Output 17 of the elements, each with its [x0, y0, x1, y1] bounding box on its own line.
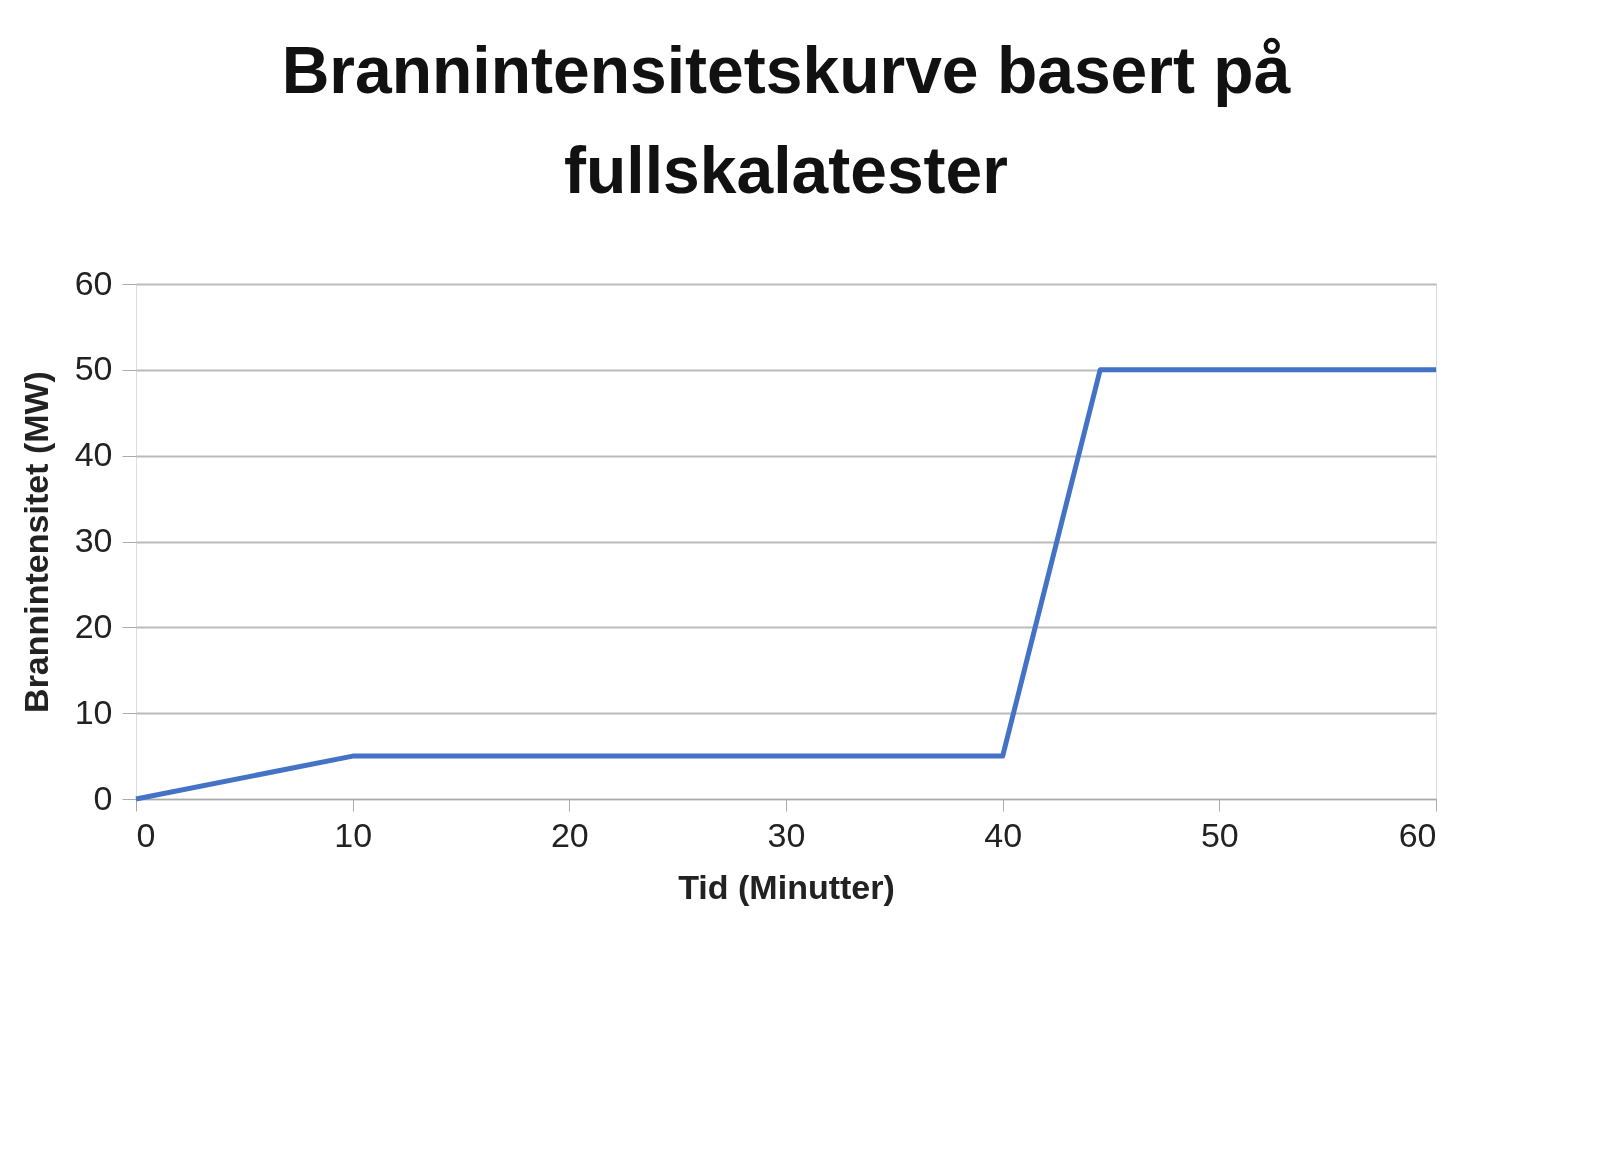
y-tick-label: 40 [74, 435, 113, 474]
chart-title: Brannintensitetskurve basert på fullskalatester [281, 33, 1291, 207]
y-tick-label: 20 [74, 606, 113, 645]
y-tick-label: 10 [74, 692, 113, 731]
x-tick-label: 30 [767, 815, 806, 854]
x-tick-label: 60 [1398, 815, 1437, 854]
x-axis-title: Tid (Minutter) [678, 867, 895, 906]
y-tick-label: 30 [74, 521, 113, 559]
x-tick-label: 50 [1200, 815, 1239, 854]
y-axis-title: Brannintensitet (MW) [16, 371, 55, 713]
x-tick-label: 0 [136, 815, 156, 854]
x-tick-label: 40 [984, 815, 1023, 854]
y-tick-label: 60 [74, 263, 113, 302]
y-tick-label: 0 [93, 778, 113, 817]
x-tick-label: 10 [334, 815, 373, 854]
y-tick-label: 50 [74, 349, 113, 388]
x-tick-label: 20 [550, 815, 589, 854]
